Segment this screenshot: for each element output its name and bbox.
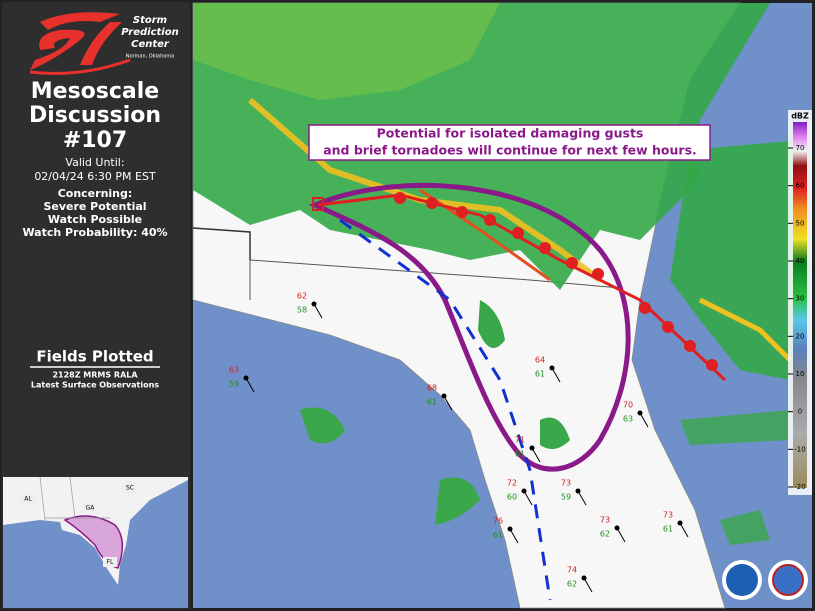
temperature: 63 xyxy=(229,366,239,375)
colorbar-tick-label: 0 xyxy=(798,408,802,416)
md-number: #107 xyxy=(63,128,127,153)
state-label-box xyxy=(21,494,35,504)
temperature: 70 xyxy=(623,401,633,410)
dewpoint: 59 xyxy=(229,380,239,389)
state-label-box xyxy=(83,503,97,513)
wind-barb xyxy=(313,303,323,319)
annotation: and brief tornadoes will continue for ne… xyxy=(323,143,697,158)
fields-line: 2128Z MRMS RALA xyxy=(52,371,138,380)
dewpoint: 58 xyxy=(297,306,307,315)
state-label: GA xyxy=(86,505,96,512)
temperature: 64 xyxy=(535,356,545,365)
wind-barb xyxy=(577,490,587,506)
temperature: 74 xyxy=(567,566,577,575)
temperature: 73 xyxy=(663,511,673,520)
fields-line: Latest Surface Observations xyxy=(31,381,159,390)
concerning-label: Concerning: xyxy=(58,187,133,200)
colorbar-tick-label: -10 xyxy=(794,445,805,453)
state-label: AL xyxy=(24,496,32,503)
dewpoint: 62 xyxy=(567,580,577,589)
valid-time: 02/04/24 6:30 PM EST xyxy=(34,170,156,183)
wind-barb xyxy=(679,522,689,538)
logo-text: Storm xyxy=(133,15,167,26)
spc-logo: Storm Prediction Center Norman, Oklahoma xyxy=(29,12,179,75)
dewpoint: 61 xyxy=(535,370,545,379)
dewpoint: 61 xyxy=(427,398,437,407)
title: Mesoscale xyxy=(31,79,159,104)
temperature: 73 xyxy=(600,516,610,525)
title: Discussion xyxy=(29,103,161,128)
wind-barb xyxy=(551,367,561,383)
colorbar-tick-label: 70 xyxy=(796,144,805,152)
state-label: FL xyxy=(107,559,114,566)
wind-barb xyxy=(616,527,626,543)
logo-text: Center xyxy=(131,39,170,50)
dewpoint: 61 xyxy=(515,450,525,459)
dewpoint: 62 xyxy=(600,530,610,539)
wind-barb xyxy=(583,577,593,593)
annotation-box xyxy=(308,124,711,161)
colorbar-tick-label: 40 xyxy=(796,257,805,265)
colorbar: dBZ 70 60 50 40 30 20 10 0 -10 -20 xyxy=(788,110,812,495)
wind-barb xyxy=(245,377,255,393)
wind-barb xyxy=(639,412,649,428)
wind-barb xyxy=(531,447,541,463)
wind-barb xyxy=(443,395,453,411)
dewpoint: 59 xyxy=(561,493,571,502)
annotation: Potential for isolated damaging gusts xyxy=(377,126,644,141)
concerning: Severe Potential xyxy=(43,200,146,213)
temperature: 76 xyxy=(493,517,503,526)
temperature: 62 xyxy=(297,292,307,301)
state-label-box xyxy=(123,483,137,493)
logo-text: Prediction xyxy=(121,27,178,38)
concerning: Watch Possible xyxy=(48,213,142,226)
dewpoint: 61 xyxy=(663,525,673,534)
colorbar-tick-label: 20 xyxy=(796,332,805,340)
colorbar-tick-label: 10 xyxy=(796,370,805,378)
state-label: SC xyxy=(126,485,134,492)
colorbar-tick-label: 60 xyxy=(796,182,805,190)
temperature: 68 xyxy=(427,384,437,393)
dewpoint: 60 xyxy=(507,493,517,502)
dewpoint: 61 xyxy=(493,531,503,540)
wind-barb xyxy=(509,528,519,544)
map: 62 58 63 59 68 61 64 61 70 63 71 61 72 60 73 59 76 61 73 62… xyxy=(192,2,812,609)
temperature: 71 xyxy=(515,436,525,445)
colorbar-unit: dBZ xyxy=(791,112,809,121)
colorbar-tick-label: 50 xyxy=(796,219,805,227)
probability: Watch Probability: 40% xyxy=(22,226,167,239)
fields-title: Fields Plotted xyxy=(36,348,153,366)
valid-label: Valid Until: xyxy=(65,156,124,169)
state-label-box xyxy=(103,557,117,567)
logo-location: Norman, Oklahoma xyxy=(126,54,175,60)
wind-barb xyxy=(523,490,533,506)
colorbar-tick-label: 30 xyxy=(796,295,805,303)
temperature: 73 xyxy=(561,479,571,488)
dewpoint: 63 xyxy=(623,415,633,424)
temperature: 72 xyxy=(507,479,517,488)
inset-map: AL GA SC FL xyxy=(3,476,188,608)
colorbar-tick-label: -20 xyxy=(794,483,805,491)
